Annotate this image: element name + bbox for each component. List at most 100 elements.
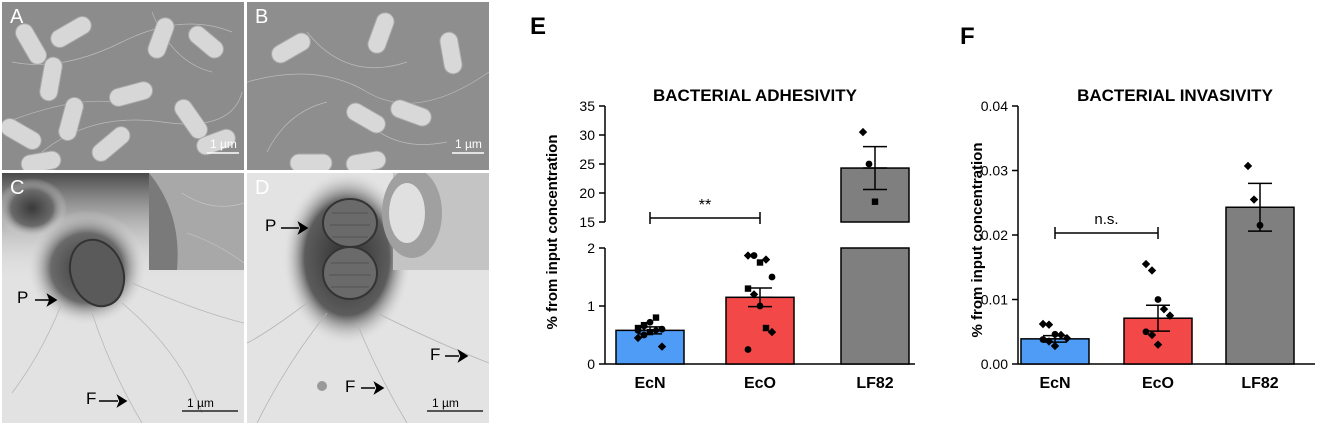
micrograph-b: B 1 µm [247,2,489,170]
chart-e-data-point [756,302,764,310]
chart-f-title: BACTERIAL INVASIVITY [1077,86,1273,105]
pilus-arrow-label-d: P [265,216,277,235]
panel-letter-a: A [10,6,24,28]
chart-e-data-point [646,318,654,326]
panel-letter-b: B [255,6,269,28]
chart-e-data-point [634,326,642,334]
chart-e-data-point [750,252,758,259]
chart-f-significance-label: n.s. [1094,211,1118,228]
chart-f-bar [1225,206,1295,365]
chart-f-data-point [1044,337,1054,346]
flagellum-arrow-label-c: F [86,389,97,408]
chart-f-data-point [1147,330,1157,340]
chart-f-data-point [1051,330,1059,338]
chart-f-data-point [1038,319,1048,329]
chart-f-x-tick-label: EcN [1039,375,1070,392]
chart-e-y-tick-label: 30 [579,127,595,143]
panel-letter-f: F [960,23,975,50]
chart-e-svg: E BACTERIAL ADHESIVITY % from input conc… [530,13,915,392]
chart-e-bar [840,247,910,365]
chart-e-data-point [865,160,873,168]
panel-letter-d: D [255,177,270,199]
chart-e-plot: 0 1 2 15 20 25 30 35 EcN EcO LF82 ** [579,98,915,392]
chart-e: E BACTERIAL ADHESIVITY % from input conc… [520,0,920,425]
scale-bar-label-c: 1 µm [187,396,214,410]
micrograph-a: A 1 µm [2,2,244,170]
chart-e-data-point [871,198,879,205]
chart-e-data-point [652,314,660,321]
chart-e-data-point [744,285,752,292]
chart-f-data-point [1039,336,1047,343]
sem-image-a [2,2,244,170]
chart-e-data-point [633,333,643,343]
chart-e-data-point [762,324,770,332]
chart-e-data-point [744,346,752,353]
flagellum-arrow-label-d-2: F [345,377,356,396]
chart-f-data-point [1044,320,1054,329]
chart-e-data-point [761,255,771,264]
chart-e-title: BACTERIAL ADHESIVITY [653,86,858,105]
chart-e-data-point [767,327,777,337]
chart-f-svg: F BACTERIAL INVASIVITY % from input conc… [960,23,1315,392]
scale-bar-label-a: 1 µm [210,137,237,151]
chart-e-data-point [646,328,654,336]
chart-f-data-point [1147,266,1157,275]
chart-e-bar [615,329,685,365]
chart-e-y-tick-label: 35 [579,98,595,114]
chart-f-data-point [1062,334,1072,343]
chart-e-y-tick-label: 1 [587,298,595,314]
chart-e-data-point [768,273,776,281]
scale-bar-label-d: 1 µm [432,396,459,410]
chart-f: F BACTERIAL INVASIVITY % from input conc… [950,0,1320,425]
chart-e-data-point [858,127,868,137]
chart-e-y-tick-label: 2 [587,240,595,256]
chart-e-y-tick-label: 15 [579,214,595,230]
chart-e-data-point [658,325,666,333]
chart-f-y-tick-label: 0.01 [981,292,1008,308]
panel-letter-c: C [10,177,25,199]
tem-image-c [2,173,244,423]
panel-letter-e: E [530,13,546,40]
chart-f-data-point [1142,328,1150,336]
chart-e-data-point [657,342,667,351]
chart-e-data-point [749,290,759,299]
chart-e-data-point [743,251,753,260]
micrograph-c: C P F 1 µm [2,173,244,423]
chart-f-x-tick-label: EcO [1142,375,1174,392]
chart-f-data-point [1154,296,1162,303]
chart-f-y-axis-label: % from input concentration [969,143,986,338]
micrograph-d: D P F F 1 µm [247,173,489,423]
chart-e-y-axis-label: % from input concentration [544,135,561,330]
chart-e-y-tick-label: 0 [587,356,595,372]
chart-f-data-point [1256,221,1264,229]
chart-e-data-point [640,331,648,339]
flagellum-arrow-label-d-1: F [430,345,441,364]
chart-e-significance-label: ** [699,197,711,214]
chart-f-y-tick-label: 0.02 [981,227,1008,243]
tem-image-d [247,173,489,423]
chart-f-data-point [1249,195,1259,204]
pilus-arrow-label-c: P [17,288,29,307]
chart-e-x-tick-label: EcN [634,375,665,392]
scale-bar-label-b: 1 µm [455,137,482,151]
chart-e-data-point [756,259,764,266]
chart-e-y-tick-label: 25 [579,156,595,172]
chart-f-data-point [1056,330,1066,340]
chart-f-data-point [1159,304,1169,314]
chart-f-data-point [1243,161,1253,171]
chart-f-y-tick-label: 0.04 [981,98,1008,114]
chart-f-y-tick-label: 0.03 [981,163,1008,179]
chart-f-data-point [1153,340,1163,349]
sem-image-b [247,2,489,170]
chart-e-x-tick-label: LF82 [856,375,893,392]
chart-f-x-tick-label: LF82 [1241,375,1278,392]
chart-f-data-point [1050,341,1060,351]
chart-e-data-point [640,321,648,329]
chart-f-data-point [1141,259,1151,269]
chart-f-data-point [1165,311,1175,320]
chart-e-y-tick-label: 20 [579,185,595,201]
chart-e-x-tick-label: EcO [744,375,776,392]
chart-e-data-point [651,326,661,335]
chart-f-plot: 0.00 0.01 0.02 0.03 0.04 EcN EcO LF82 n.s. [981,98,1315,392]
chart-f-y-tick-label: 0.00 [981,356,1008,372]
